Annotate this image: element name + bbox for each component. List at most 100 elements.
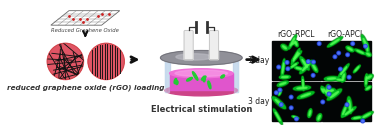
Ellipse shape [294,40,298,47]
Ellipse shape [328,37,342,47]
Ellipse shape [300,57,309,70]
Ellipse shape [299,60,313,74]
Ellipse shape [278,89,282,96]
Circle shape [286,62,288,63]
Bar [322,42,371,80]
Ellipse shape [299,56,310,70]
Circle shape [347,54,349,56]
Ellipse shape [275,99,283,106]
Circle shape [351,42,355,45]
Ellipse shape [362,35,369,51]
Circle shape [274,91,278,94]
Ellipse shape [279,91,281,94]
Text: 3 day: 3 day [248,97,269,106]
Ellipse shape [291,64,296,67]
Ellipse shape [294,67,303,70]
Ellipse shape [324,89,329,96]
Circle shape [328,93,330,95]
Text: 1 day: 1 day [248,56,269,66]
Circle shape [276,92,277,94]
Ellipse shape [283,46,286,49]
Ellipse shape [296,67,301,69]
Ellipse shape [326,88,336,94]
Ellipse shape [175,70,228,77]
Circle shape [352,43,353,45]
Ellipse shape [291,49,300,64]
Ellipse shape [297,91,314,99]
Ellipse shape [311,62,318,73]
Circle shape [312,60,315,64]
FancyBboxPatch shape [209,31,218,60]
Ellipse shape [273,97,285,108]
Circle shape [321,100,325,104]
Text: Reduced Graphene Oxide: Reduced Graphene Oxide [51,28,119,33]
Ellipse shape [288,34,297,50]
Ellipse shape [165,85,237,96]
Ellipse shape [364,73,368,87]
Ellipse shape [366,75,373,80]
Ellipse shape [337,79,343,80]
Ellipse shape [281,58,285,78]
Circle shape [277,65,280,69]
Ellipse shape [308,109,312,117]
Circle shape [286,67,290,71]
Text: reduced graphene oxide (rGO) loading: reduced graphene oxide (rGO) loading [6,84,164,91]
Ellipse shape [360,111,373,119]
Ellipse shape [324,76,339,81]
Ellipse shape [365,51,372,57]
Circle shape [327,92,331,96]
Circle shape [348,76,350,78]
Ellipse shape [328,90,333,92]
Text: rGO-RPCL: rGO-RPCL [278,30,315,39]
Circle shape [290,96,292,98]
Ellipse shape [325,85,330,96]
Circle shape [347,75,351,79]
Circle shape [289,95,293,99]
Ellipse shape [297,87,307,89]
Ellipse shape [292,115,299,119]
Ellipse shape [341,72,346,83]
Ellipse shape [327,78,336,79]
Ellipse shape [367,87,370,89]
Ellipse shape [294,66,304,71]
Ellipse shape [326,89,335,93]
Ellipse shape [293,85,311,91]
Ellipse shape [301,93,311,97]
Ellipse shape [330,91,339,98]
Ellipse shape [318,115,320,119]
Circle shape [88,43,124,80]
Ellipse shape [327,88,342,101]
Ellipse shape [363,113,370,118]
Ellipse shape [327,37,343,47]
Ellipse shape [292,116,299,119]
Ellipse shape [302,79,304,88]
Ellipse shape [366,42,369,53]
Ellipse shape [365,41,369,54]
Ellipse shape [317,114,321,121]
Circle shape [312,74,314,76]
Circle shape [364,45,366,47]
Ellipse shape [290,38,295,46]
Ellipse shape [321,86,332,99]
Ellipse shape [313,65,316,70]
Bar [272,82,321,121]
Ellipse shape [280,44,288,51]
Text: rGO-APCL: rGO-APCL [328,30,365,39]
Ellipse shape [187,77,192,81]
Ellipse shape [347,96,353,114]
Ellipse shape [311,63,318,72]
Ellipse shape [363,38,367,48]
Ellipse shape [176,81,178,84]
Circle shape [338,52,339,54]
Ellipse shape [272,96,286,109]
Ellipse shape [290,41,297,45]
Bar [272,42,321,80]
Ellipse shape [353,65,361,73]
Ellipse shape [201,76,206,80]
Ellipse shape [348,48,352,50]
Ellipse shape [365,74,373,81]
Circle shape [361,119,364,123]
Circle shape [290,107,292,109]
Circle shape [334,56,336,58]
Circle shape [279,103,283,106]
